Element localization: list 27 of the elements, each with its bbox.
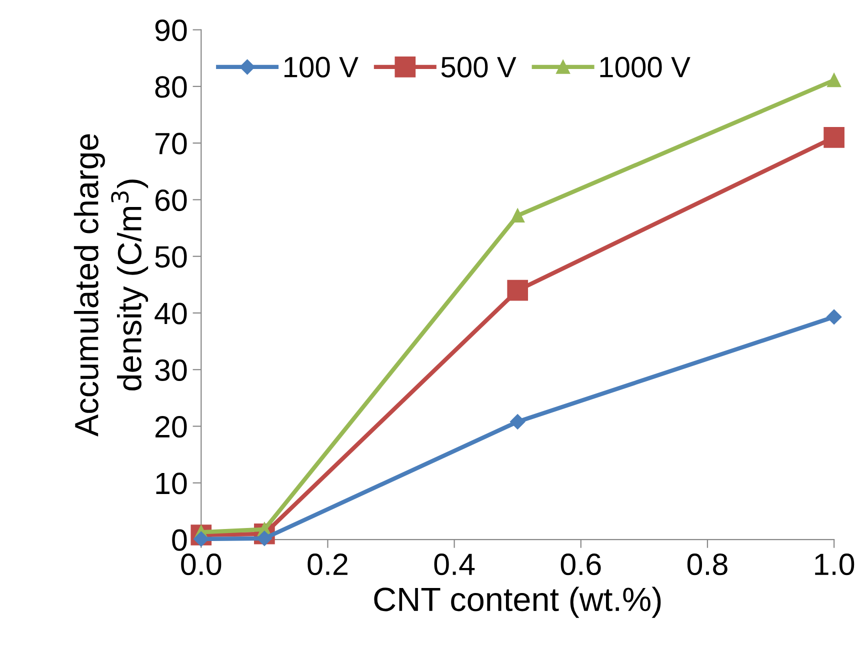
y-tick-label: 30	[155, 359, 187, 381]
x-tick-label: 0.8	[687, 554, 728, 576]
point	[507, 280, 528, 301]
y-tick-label: 60	[156, 189, 187, 212]
y-tick-label: 20	[156, 416, 187, 438]
x-tick-label: 0.6	[560, 554, 601, 576]
x-tick-label: 1.0	[815, 554, 854, 576]
y-tick-label: 50	[155, 246, 187, 268]
point	[510, 208, 525, 223]
y-axis-title: Accumulated charge density (C/m$^{3}$)	[74, 134, 148, 437]
point	[827, 73, 841, 88]
x-tick-label: 0.4	[434, 554, 475, 576]
x-tick-label: 0.2	[308, 554, 348, 576]
x-axis-title: CNT content (wt.%)	[374, 586, 661, 618]
x-tick-label: 0.0	[181, 554, 222, 576]
y-tick-label: 10	[156, 472, 187, 494]
y-tick-label: 90	[155, 20, 187, 42]
y-tick-label: 70	[156, 132, 187, 154]
point	[510, 414, 526, 430]
point	[826, 309, 842, 325]
point	[824, 126, 844, 148]
legend-label: 100 V	[284, 56, 358, 78]
legend-label: 500 V	[441, 56, 516, 78]
y-tick-label: 0	[172, 529, 187, 551]
y-tick-label: 80	[155, 76, 187, 98]
y-tick-label: 40	[154, 302, 187, 324]
legend-label: 1000 V	[600, 56, 690, 78]
